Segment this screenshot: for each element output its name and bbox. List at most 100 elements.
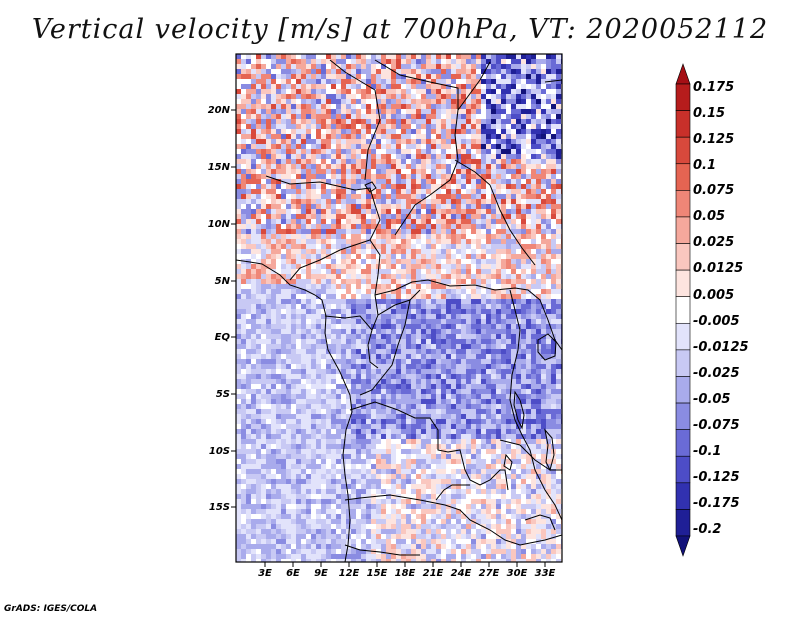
field-cell bbox=[501, 229, 506, 234]
field-cell bbox=[391, 239, 396, 244]
field-cell bbox=[521, 249, 526, 254]
field-cell bbox=[501, 279, 506, 284]
field-cell bbox=[451, 319, 456, 324]
field-cell bbox=[411, 349, 416, 354]
field-cell bbox=[326, 354, 331, 359]
field-cell bbox=[356, 429, 361, 434]
field-cell bbox=[256, 239, 261, 244]
field-cell bbox=[461, 169, 466, 174]
field-cell bbox=[376, 179, 381, 184]
field-cell bbox=[311, 269, 316, 274]
field-cell bbox=[361, 124, 366, 129]
field-cell bbox=[401, 149, 406, 154]
field-cell bbox=[236, 149, 241, 154]
field-cell bbox=[481, 394, 486, 399]
field-cell bbox=[486, 379, 491, 384]
field-cell bbox=[501, 334, 506, 339]
field-cell bbox=[346, 244, 351, 249]
field-cell bbox=[261, 194, 266, 199]
field-cell bbox=[511, 159, 516, 164]
field-cell bbox=[491, 344, 496, 349]
field-cell bbox=[371, 109, 376, 114]
field-cell bbox=[236, 304, 241, 309]
field-cell bbox=[431, 394, 436, 399]
field-cell bbox=[366, 74, 371, 79]
field-cell bbox=[276, 74, 281, 79]
field-cell bbox=[476, 219, 481, 224]
field-cell bbox=[241, 354, 246, 359]
field-cell bbox=[276, 304, 281, 309]
field-cell bbox=[391, 194, 396, 199]
field-cell bbox=[276, 259, 281, 264]
field-cell bbox=[491, 159, 496, 164]
field-cell bbox=[431, 79, 436, 84]
field-cell bbox=[406, 279, 411, 284]
field-cell bbox=[456, 199, 461, 204]
field-cell bbox=[386, 334, 391, 339]
field-cell bbox=[411, 104, 416, 109]
field-cell bbox=[366, 299, 371, 304]
field-cell bbox=[386, 219, 391, 224]
field-cell bbox=[336, 224, 341, 229]
field-cell bbox=[331, 154, 336, 159]
field-cell bbox=[391, 389, 396, 394]
field-cell bbox=[261, 249, 266, 254]
field-cell bbox=[441, 314, 446, 319]
field-cell bbox=[301, 194, 306, 199]
field-cell bbox=[356, 274, 361, 279]
field-cell bbox=[251, 244, 256, 249]
field-cell bbox=[316, 429, 321, 434]
field-cell bbox=[331, 359, 336, 364]
field-cell bbox=[486, 209, 491, 214]
field-cell bbox=[346, 99, 351, 104]
field-cell bbox=[546, 329, 551, 334]
field-cell bbox=[511, 169, 516, 174]
field-cell bbox=[411, 394, 416, 399]
field-cell bbox=[251, 99, 256, 104]
field-cell bbox=[236, 269, 241, 274]
field-cell bbox=[536, 189, 541, 194]
field-cell bbox=[491, 259, 496, 264]
field-cell bbox=[466, 134, 471, 139]
field-cell bbox=[416, 329, 421, 334]
field-cell bbox=[386, 304, 391, 309]
field-cell bbox=[326, 384, 331, 389]
field-cell bbox=[281, 289, 286, 294]
field-cell bbox=[456, 309, 461, 314]
field-cell bbox=[356, 159, 361, 164]
field-cell bbox=[336, 419, 341, 424]
field-cell bbox=[426, 129, 431, 134]
field-cell bbox=[361, 174, 366, 179]
field-cell bbox=[406, 329, 411, 334]
field-cell bbox=[321, 114, 326, 119]
field-cell bbox=[446, 329, 451, 334]
field-cell bbox=[301, 84, 306, 89]
field-cell bbox=[251, 144, 256, 149]
field-cell bbox=[326, 364, 331, 369]
field-cell bbox=[301, 149, 306, 154]
field-cell bbox=[241, 159, 246, 164]
field-cell bbox=[261, 354, 266, 359]
field-cell bbox=[481, 244, 486, 249]
field-cell bbox=[361, 209, 366, 214]
field-cell bbox=[391, 399, 396, 404]
field-cell bbox=[391, 284, 396, 289]
field-cell bbox=[441, 269, 446, 274]
field-cell bbox=[546, 404, 551, 409]
field-cell bbox=[481, 354, 486, 359]
field-cell bbox=[371, 284, 376, 289]
field-cell bbox=[521, 309, 526, 314]
field-cell bbox=[386, 104, 391, 109]
field-cell bbox=[471, 394, 476, 399]
field-cell bbox=[301, 284, 306, 289]
map-title: Vertical velocity [m/s] at 700hPa, VT: 2… bbox=[31, 14, 769, 45]
field-cell bbox=[426, 114, 431, 119]
field-cell bbox=[501, 134, 506, 139]
field-cell bbox=[451, 379, 456, 384]
field-cell bbox=[421, 209, 426, 214]
field-cell bbox=[521, 244, 526, 249]
field-cell bbox=[296, 274, 301, 279]
field-cell bbox=[491, 274, 496, 279]
field-cell bbox=[311, 119, 316, 124]
field-cell bbox=[326, 59, 331, 64]
